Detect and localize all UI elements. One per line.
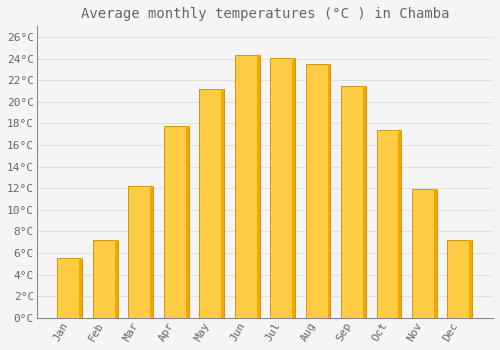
- Bar: [270, 58, 295, 318]
- Bar: [80, 258, 82, 318]
- Bar: [376, 130, 402, 318]
- Bar: [412, 189, 437, 318]
- Bar: [221, 89, 224, 318]
- Bar: [256, 55, 260, 318]
- Title: Average monthly temperatures (°C ) in Chamba: Average monthly temperatures (°C ) in Ch…: [80, 7, 449, 21]
- Bar: [58, 258, 82, 318]
- Bar: [115, 240, 117, 318]
- Bar: [328, 64, 330, 318]
- Bar: [164, 126, 188, 318]
- Bar: [200, 89, 224, 318]
- Bar: [150, 186, 153, 318]
- Bar: [292, 58, 295, 318]
- Bar: [434, 189, 437, 318]
- Bar: [306, 64, 330, 318]
- Bar: [128, 186, 153, 318]
- Bar: [235, 55, 260, 318]
- Bar: [341, 86, 366, 318]
- Bar: [470, 240, 472, 318]
- Bar: [186, 126, 188, 318]
- Bar: [398, 130, 402, 318]
- Bar: [363, 86, 366, 318]
- Bar: [93, 240, 118, 318]
- Bar: [448, 240, 472, 318]
